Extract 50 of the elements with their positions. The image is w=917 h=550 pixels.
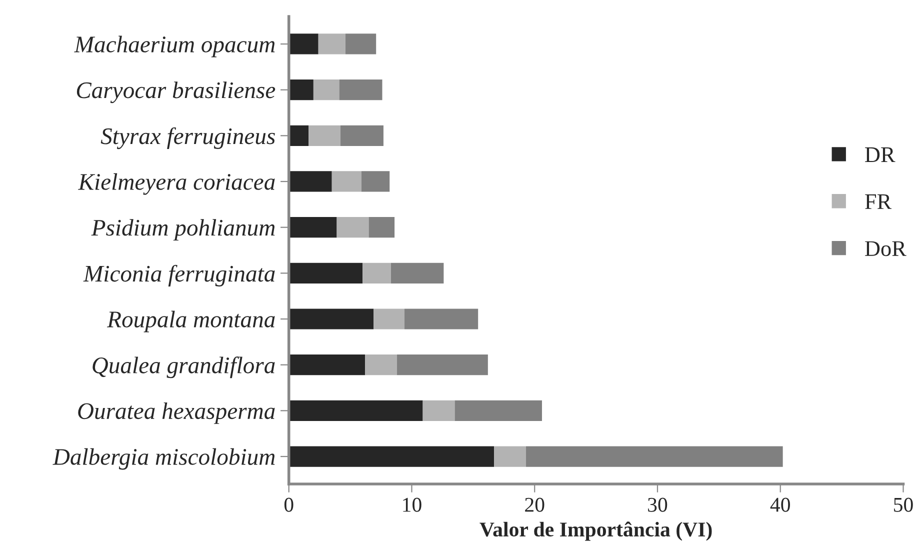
bar [318,34,346,54]
bar [494,446,526,467]
bar [339,80,382,100]
bar [361,171,390,192]
bar [288,34,318,54]
bar [336,217,369,238]
bar [308,125,340,146]
y-tick-label: Dalbergia miscolobium [52,448,275,470]
bar [288,308,374,330]
bar [365,354,397,376]
bar [288,171,332,192]
bar [345,34,376,54]
bar [332,171,362,192]
bar [422,400,455,421]
legend-label: DoR [865,241,906,256]
bar [288,262,363,284]
y-tick-label: Ouratea hexasperma [78,402,275,424]
y-tick-label: Psidium pohlianum [91,219,275,241]
legend-label: DR [865,147,896,162]
bar [288,354,366,376]
bar [368,217,395,238]
bar [288,80,314,100]
y-tick-label: Machaerium opacum [74,36,275,58]
bar [313,80,340,100]
bar [526,446,783,467]
bar [288,217,337,238]
y-tick-label: Miconia ferruginata [83,264,275,287]
x-tick-label: 10 [403,498,422,512]
x-tick-label: 30 [648,498,668,512]
bar [390,262,444,284]
bar [454,400,542,421]
x-tick-label: 20 [525,498,544,512]
y-tick-label: Kielmeyera coriacea [78,173,275,195]
y-tick-label: Qualea grandiflora [92,356,275,378]
bar [288,125,309,146]
bar [288,400,423,421]
bar [374,308,404,330]
x-tick-label: 40 [770,498,790,512]
legend-label: FR [865,194,892,209]
x-tick-label: 50 [894,498,913,512]
y-tick-label: Caryocar brasiliense [76,82,276,104]
x-axis-title: Valor de Importância (VI) [480,522,712,541]
bar [396,354,488,376]
y-tick-label: Roupala montana [106,310,275,332]
y-tick-label: Styrax ferrugineus [100,127,275,150]
bar [340,125,384,146]
bar [288,446,494,467]
bar [404,308,478,330]
bar [362,262,391,284]
x-tick-label: 0 [284,498,294,512]
